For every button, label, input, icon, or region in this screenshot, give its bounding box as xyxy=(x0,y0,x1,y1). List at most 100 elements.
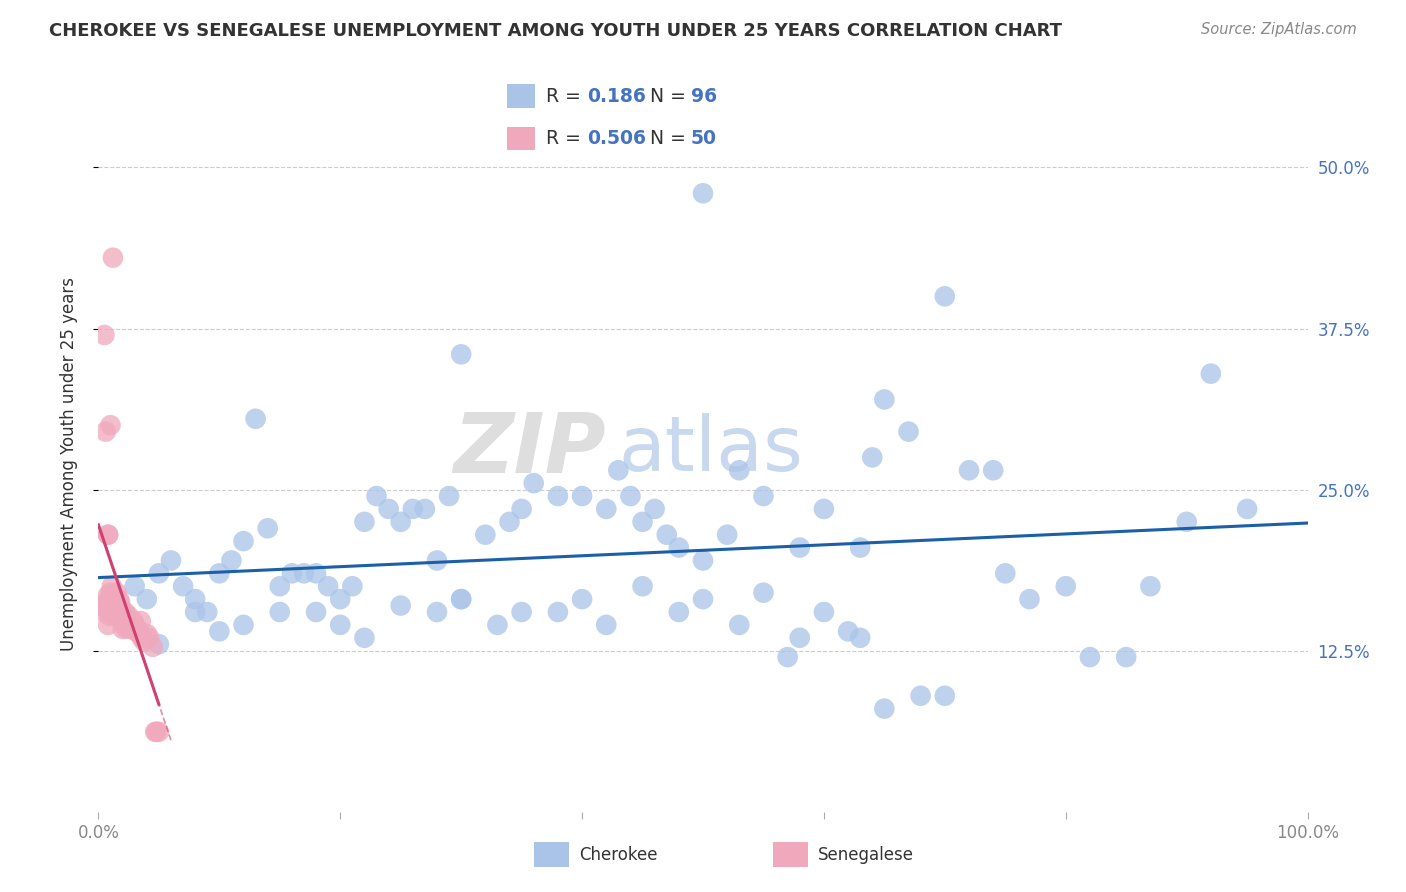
Point xyxy=(121,618,143,632)
Point xyxy=(232,534,254,549)
Point xyxy=(897,425,920,439)
Point xyxy=(668,541,690,555)
Point xyxy=(1236,502,1258,516)
Point xyxy=(1078,650,1101,665)
Y-axis label: Unemployment Among Youth under 25 years: Unemployment Among Youth under 25 years xyxy=(59,277,77,651)
Point xyxy=(105,595,128,609)
Point xyxy=(110,605,132,619)
Point xyxy=(849,631,872,645)
Point xyxy=(281,566,304,581)
Point xyxy=(571,592,593,607)
Point xyxy=(124,618,146,632)
Point xyxy=(94,601,117,615)
Point xyxy=(837,624,859,639)
Point xyxy=(1199,367,1222,381)
Point xyxy=(108,596,131,610)
Bar xyxy=(534,842,569,867)
Point xyxy=(450,592,472,607)
Point xyxy=(195,605,218,619)
Point xyxy=(122,614,145,628)
Point xyxy=(595,502,617,516)
Point xyxy=(221,553,243,567)
Point xyxy=(98,608,121,623)
Point xyxy=(849,541,872,555)
Text: N =: N = xyxy=(650,87,692,105)
Point xyxy=(426,605,449,619)
Point xyxy=(100,585,122,599)
Point xyxy=(728,618,751,632)
Point xyxy=(377,502,399,516)
Point xyxy=(112,614,135,628)
Point xyxy=(692,186,714,201)
Point xyxy=(100,605,122,619)
Point xyxy=(752,585,775,599)
Point xyxy=(910,689,932,703)
Point xyxy=(789,631,811,645)
Point xyxy=(353,631,375,645)
Point xyxy=(510,502,533,516)
Point xyxy=(127,622,149,636)
Point xyxy=(93,599,115,613)
Point xyxy=(873,392,896,407)
Point xyxy=(1175,515,1198,529)
Point xyxy=(776,650,799,665)
Point xyxy=(94,425,117,439)
Point xyxy=(208,624,231,639)
Point xyxy=(135,592,157,607)
Point xyxy=(208,566,231,581)
Point xyxy=(813,605,835,619)
Text: R =: R = xyxy=(546,129,586,148)
Point xyxy=(172,579,194,593)
Point xyxy=(389,515,412,529)
Point xyxy=(934,689,956,703)
Point xyxy=(143,724,166,739)
Point xyxy=(104,601,127,615)
Point xyxy=(934,289,956,303)
Point xyxy=(111,622,134,636)
Point xyxy=(114,605,136,619)
Bar xyxy=(508,85,534,108)
Point xyxy=(184,605,207,619)
Point xyxy=(131,631,153,645)
Point xyxy=(124,622,146,636)
Text: R =: R = xyxy=(546,87,586,105)
Text: 50: 50 xyxy=(692,129,717,148)
Point xyxy=(97,527,120,541)
Text: Cherokee: Cherokee xyxy=(579,846,658,863)
Point xyxy=(127,624,149,639)
Point xyxy=(692,553,714,567)
Point xyxy=(607,463,630,477)
Point xyxy=(115,622,138,636)
Point xyxy=(103,608,125,623)
Point xyxy=(510,605,533,619)
Point xyxy=(108,592,131,607)
Point xyxy=(752,489,775,503)
Point xyxy=(305,566,328,581)
Text: 0.506: 0.506 xyxy=(586,129,645,148)
Point xyxy=(105,585,128,599)
Point xyxy=(142,640,165,654)
Point xyxy=(114,618,136,632)
Point xyxy=(547,489,569,503)
Point xyxy=(269,579,291,593)
Text: N =: N = xyxy=(650,129,692,148)
Point xyxy=(125,624,148,639)
Point xyxy=(342,579,364,593)
Point xyxy=(100,579,122,593)
Point xyxy=(148,724,170,739)
Point xyxy=(619,489,641,503)
Point xyxy=(117,614,139,628)
Point xyxy=(97,588,120,602)
Point xyxy=(789,541,811,555)
Point xyxy=(813,502,835,516)
Text: CHEROKEE VS SENEGALESE UNEMPLOYMENT AMONG YOUTH UNDER 25 YEARS CORRELATION CHART: CHEROKEE VS SENEGALESE UNEMPLOYMENT AMON… xyxy=(49,22,1062,40)
Point xyxy=(97,618,120,632)
Text: ZIP: ZIP xyxy=(454,409,606,491)
Point xyxy=(100,418,122,433)
Point xyxy=(957,463,980,477)
Point xyxy=(728,463,751,477)
Point xyxy=(232,618,254,632)
Text: atlas: atlas xyxy=(619,413,803,487)
Point xyxy=(353,515,375,529)
Point xyxy=(108,601,131,615)
